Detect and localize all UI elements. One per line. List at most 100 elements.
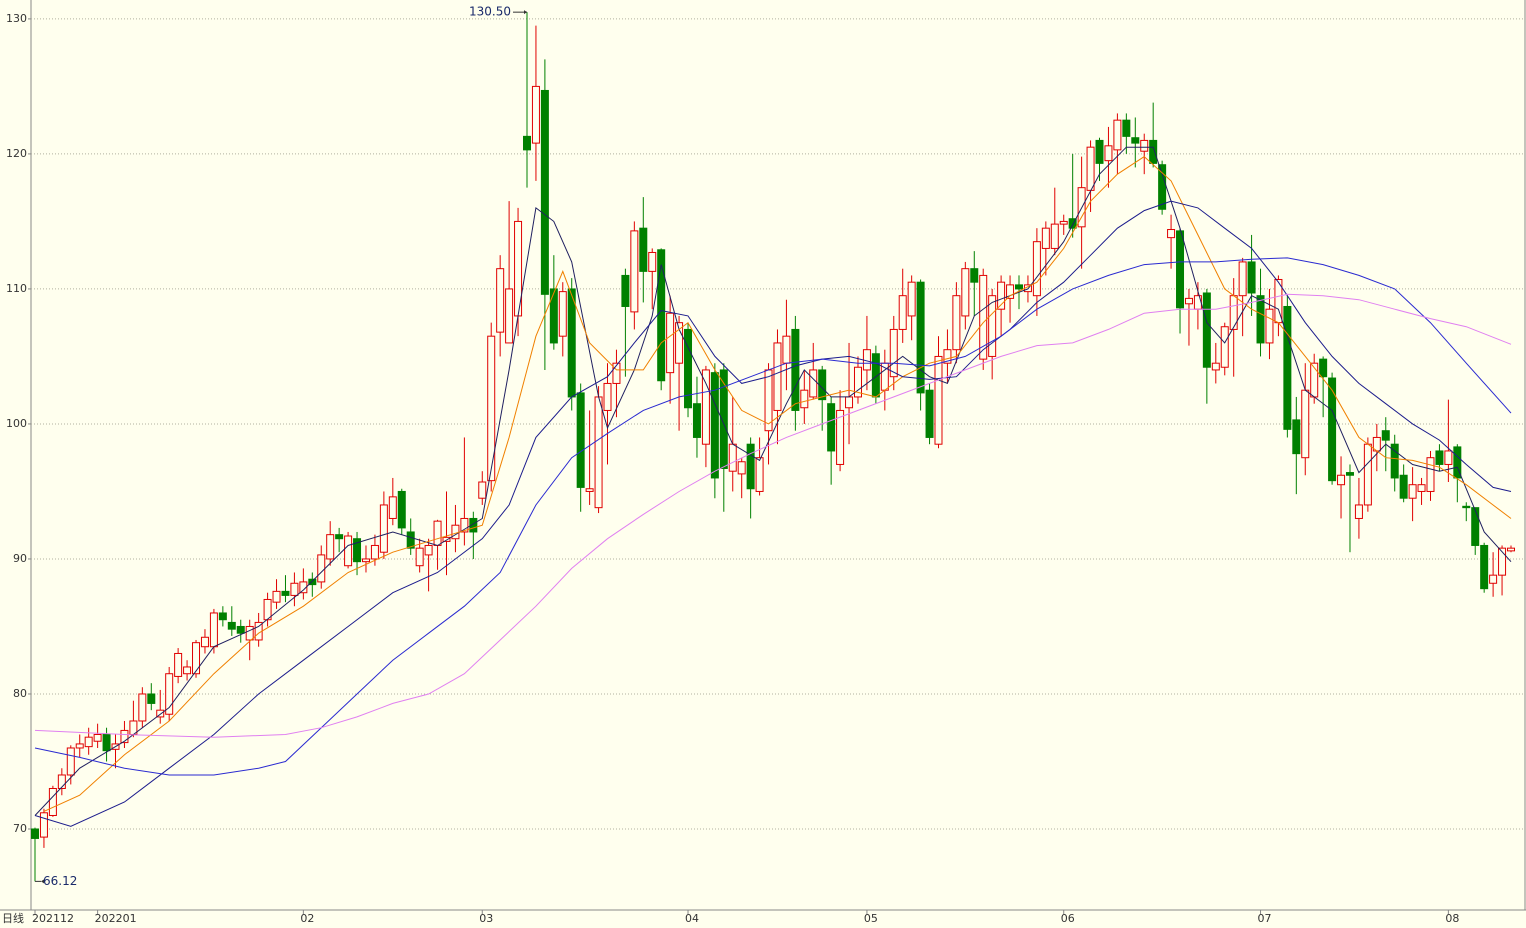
candle-body — [460, 517, 469, 533]
candle-body — [344, 535, 353, 567]
candle-body — [934, 355, 943, 445]
candle-body — [209, 612, 218, 648]
candle-body — [666, 312, 675, 374]
candle-body — [1417, 484, 1426, 492]
x-tick-label: 202112 — [32, 912, 74, 925]
candle-body — [1041, 227, 1050, 249]
candle-body — [612, 362, 621, 384]
annotation-label: 66.12 — [43, 874, 77, 888]
candle-body — [84, 736, 93, 748]
x-tick-label: 03 — [479, 912, 493, 925]
candle-body — [925, 389, 934, 438]
candle-body — [165, 673, 174, 715]
candle-body — [1202, 292, 1211, 368]
candle-body — [1444, 450, 1453, 465]
candle-body — [1238, 261, 1247, 297]
x-tick-label: 08 — [1445, 912, 1459, 925]
candle-body — [531, 85, 540, 144]
candle-body — [988, 295, 997, 357]
candle-body — [648, 251, 657, 272]
candle-body — [1149, 139, 1158, 164]
candle-body — [66, 747, 75, 776]
candle-body — [1265, 308, 1274, 344]
candle-body — [961, 268, 970, 317]
candle-body — [1283, 305, 1292, 430]
candle-body — [1507, 547, 1515, 552]
candle-body — [1480, 544, 1489, 590]
candle-body — [576, 392, 585, 488]
candle-body — [335, 534, 344, 540]
candle-body — [1113, 119, 1122, 151]
ma-line — [43, 155, 1512, 812]
candle-body — [782, 335, 791, 364]
y-tick-label: 80 — [13, 687, 27, 700]
candle-body — [174, 652, 183, 677]
candle-body — [800, 389, 809, 409]
candle-body — [853, 366, 862, 398]
candle-body — [290, 582, 299, 596]
candle-body — [236, 625, 245, 634]
candle-body — [1399, 474, 1408, 499]
arrow-head — [524, 10, 527, 15]
candle-body — [102, 733, 111, 752]
candle-body — [1345, 472, 1354, 476]
candle-body — [1167, 229, 1176, 239]
candle-body — [415, 547, 424, 567]
candle-body — [979, 274, 988, 360]
candle-body — [1381, 430, 1390, 441]
candle-body — [603, 382, 612, 411]
candle-body — [1498, 547, 1507, 576]
candle-body — [406, 531, 415, 549]
x-tick-label: 02 — [300, 912, 314, 925]
candle-body — [183, 666, 192, 675]
candle-body — [523, 135, 531, 151]
candle-body — [1301, 389, 1310, 459]
candle-body — [755, 457, 764, 492]
candle-body — [791, 328, 800, 411]
y-tick-label: 120 — [6, 147, 27, 160]
arrow-head — [41, 879, 44, 884]
candle-body — [1426, 457, 1435, 492]
candle-body — [1453, 446, 1462, 479]
candle-body — [433, 520, 442, 546]
candle-body — [773, 342, 782, 411]
candle-body — [1131, 137, 1140, 144]
candle-body — [48, 787, 57, 816]
candle-body — [809, 369, 818, 398]
candle-body — [827, 403, 836, 452]
candle-body — [594, 396, 603, 509]
candle-body — [701, 369, 710, 445]
candle-body — [245, 625, 254, 641]
candle-body — [746, 443, 755, 490]
candle-body — [567, 288, 576, 398]
candle-body — [728, 443, 737, 472]
ma-line — [34, 146, 1512, 816]
candle-body — [639, 227, 648, 272]
candle-body — [684, 328, 693, 409]
candle-body — [907, 281, 916, 317]
candle-body — [397, 490, 406, 529]
candle-body — [558, 291, 567, 337]
candle-body — [1158, 164, 1167, 210]
candle-body — [388, 496, 397, 519]
x-tick-label: 202201 — [95, 912, 137, 925]
candle-body — [1354, 504, 1363, 519]
candle-body — [1408, 484, 1417, 499]
candle-body — [120, 729, 129, 744]
candle-body — [1140, 139, 1149, 152]
candle-body — [281, 590, 290, 596]
candle-body — [1015, 284, 1023, 290]
x-tick-label: 07 — [1258, 912, 1272, 925]
candle-body — [326, 534, 335, 560]
y-tick-label: 100 — [6, 417, 27, 430]
candle-body — [549, 288, 558, 344]
candle-body — [1059, 220, 1068, 225]
candle-body — [1006, 284, 1015, 299]
candle-body — [1247, 261, 1256, 294]
candle-body — [1032, 241, 1041, 297]
candle-body — [1435, 450, 1444, 465]
candle-body — [487, 335, 496, 482]
candle-body — [1176, 230, 1185, 309]
